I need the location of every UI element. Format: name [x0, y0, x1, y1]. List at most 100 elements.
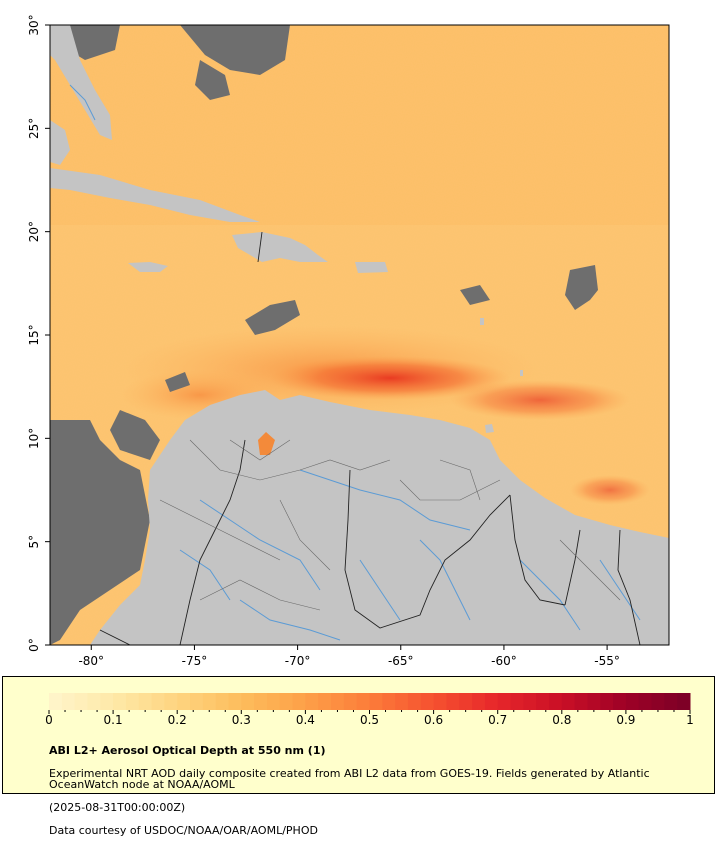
- colorbar-tick-label: 0.3: [231, 713, 251, 727]
- colorbar-tick-label: 0.4: [295, 713, 315, 727]
- colorbar-cell: [87, 693, 101, 710]
- puerto-rico: [355, 262, 388, 273]
- colorbar-cell: [305, 693, 319, 710]
- colorbar-cell: [677, 693, 691, 710]
- colorbar-labels: 0 0.1 0.2 0.3 0.4 0.5 0.6 0.7 0.8 0.9 1: [3, 677, 716, 737]
- colorbar-cell: [100, 693, 114, 710]
- admin-borders: [159, 439, 621, 611]
- caption-line-2: (2025-08-31T00:00:00Z): [49, 801, 186, 814]
- colorbar-cell: [177, 693, 191, 710]
- caption: ABI L2+ Aerosol Optical Depth at 550 nm …: [49, 733, 709, 848]
- colorbar-cell: [190, 693, 204, 710]
- colorbar-cell: [651, 693, 665, 710]
- colorbar-cell: [472, 693, 486, 710]
- lake-maracaibo: [258, 432, 275, 455]
- colorbar-cell: [202, 693, 217, 710]
- colorbar-tick-label: 0.2: [167, 713, 187, 727]
- colorbar-cell: [613, 693, 627, 710]
- land: [50, 25, 669, 645]
- colorbar-cell: [151, 693, 165, 710]
- lon-label: -60°: [491, 654, 517, 668]
- colorbar-tick-label: 0.1: [103, 713, 123, 727]
- colorbar-cell: [215, 693, 229, 710]
- colorbar-cell: [279, 693, 294, 710]
- lat-label: 20°: [27, 221, 41, 242]
- colorbar-cells: [49, 693, 691, 710]
- lat-label: 25°: [27, 118, 41, 139]
- colorbar-tick-label: 0.5: [359, 713, 380, 727]
- aerosol-plume-core: [270, 356, 510, 400]
- colorbar-cell: [61, 693, 76, 710]
- colorbar-cell: [536, 693, 550, 710]
- colorbar-cell: [574, 693, 588, 710]
- latitude-axis: 0° 5° 10° 15° 20° 25° 30°: [27, 14, 50, 652]
- lon-label: -65°: [388, 654, 414, 668]
- colorbar-cell: [600, 693, 614, 710]
- caption-line-1: Experimental NRT AOD daily composite cre…: [49, 766, 650, 791]
- longitude-axis: -80° -75° -70° -65° -60° -55°: [78, 645, 620, 668]
- colorbar-cell: [318, 693, 332, 710]
- colorbar-cell: [561, 693, 576, 710]
- colorbar-tick-label: 0.6: [424, 713, 444, 727]
- rivers: [69, 84, 641, 641]
- colorbar-cell: [228, 693, 242, 710]
- colorbar-tick-label: 0: [45, 713, 53, 727]
- lat-label: 10°: [27, 428, 41, 449]
- colorbar-cell: [484, 693, 499, 710]
- colorbar-cell: [664, 693, 678, 710]
- colorbar-tick-label: 1: [686, 713, 694, 727]
- colorbar-cell: [343, 693, 358, 710]
- lon-label: -55°: [594, 654, 620, 668]
- colorbar-cell: [446, 693, 460, 710]
- colorbar-cell: [523, 693, 537, 710]
- colorbar-cell: [164, 693, 178, 710]
- colorbar-tick-label: 0.9: [616, 713, 636, 727]
- colorbar-cell: [74, 693, 88, 710]
- colorbar-cell: [625, 693, 640, 710]
- colorbar-cell: [254, 693, 268, 710]
- jamaica: [128, 262, 168, 272]
- colorbar-tick-label: 0.8: [552, 713, 572, 727]
- lat-label: 0°: [27, 638, 41, 652]
- lon-label: -80°: [78, 654, 104, 668]
- colorbar-cell: [407, 693, 422, 710]
- south-america: [90, 390, 669, 645]
- colorbar-ticks: [48, 710, 691, 714]
- borders: [99, 231, 641, 645]
- cuba: [50, 168, 260, 222]
- florida: [50, 25, 112, 140]
- lon-label: -75°: [182, 654, 208, 668]
- colorbar-cell: [548, 693, 563, 710]
- map-area: [50, 25, 669, 645]
- colorbar-cell: [420, 693, 435, 710]
- colorbar-cell: [266, 693, 281, 710]
- colorbar-tick-label: 0.7: [488, 713, 508, 727]
- lat-label: 30°: [27, 14, 41, 35]
- caption-title: ABI L2+ Aerosol Optical Depth at 550 nm …: [49, 743, 326, 757]
- colorbar-cell: [113, 693, 127, 710]
- colorbar-cell: [459, 693, 473, 710]
- lat-label: 15°: [27, 324, 41, 345]
- map-svg: 0° 5° 10° 15° 20° 25° 30° -80° -75° -70° -65° -60°…: [27, 14, 670, 668]
- colorbar-cell: [356, 693, 370, 710]
- colorbar-cell: [49, 693, 63, 710]
- lon-label: -70°: [285, 654, 311, 668]
- map-panel: 0° 5° 10° 15° 20° 25° 30° -80° -75° -70° -65° -60°…: [27, 14, 670, 668]
- colorbar: [48, 693, 691, 714]
- colorbar-cell: [369, 693, 383, 710]
- lat-label: 5°: [27, 535, 41, 549]
- colorbar-cell: [292, 693, 306, 710]
- legend-panel: 0 0.1 0.2 0.3 0.4 0.5 0.6 0.7 0.8 0.9 1 ABI L2+ Ae…: [2, 676, 716, 836]
- colorbar-cell: [587, 693, 601, 710]
- colorbar-cell: [138, 693, 153, 710]
- colorbar-cell: [382, 693, 396, 710]
- caption-line-3: Data courtesy of USDOC/NOAA/OAR/AOML/PHO…: [49, 824, 318, 837]
- colorbar-cell: [433, 693, 447, 710]
- colorbar-cell: [638, 693, 653, 710]
- colorbar-cell: [125, 693, 140, 710]
- colorbar-cell: [395, 693, 409, 710]
- colorbar-cell: [331, 693, 345, 710]
- colorbar-cell: [241, 693, 255, 710]
- hispaniola: [232, 232, 328, 262]
- colorbar-cell: [497, 693, 512, 710]
